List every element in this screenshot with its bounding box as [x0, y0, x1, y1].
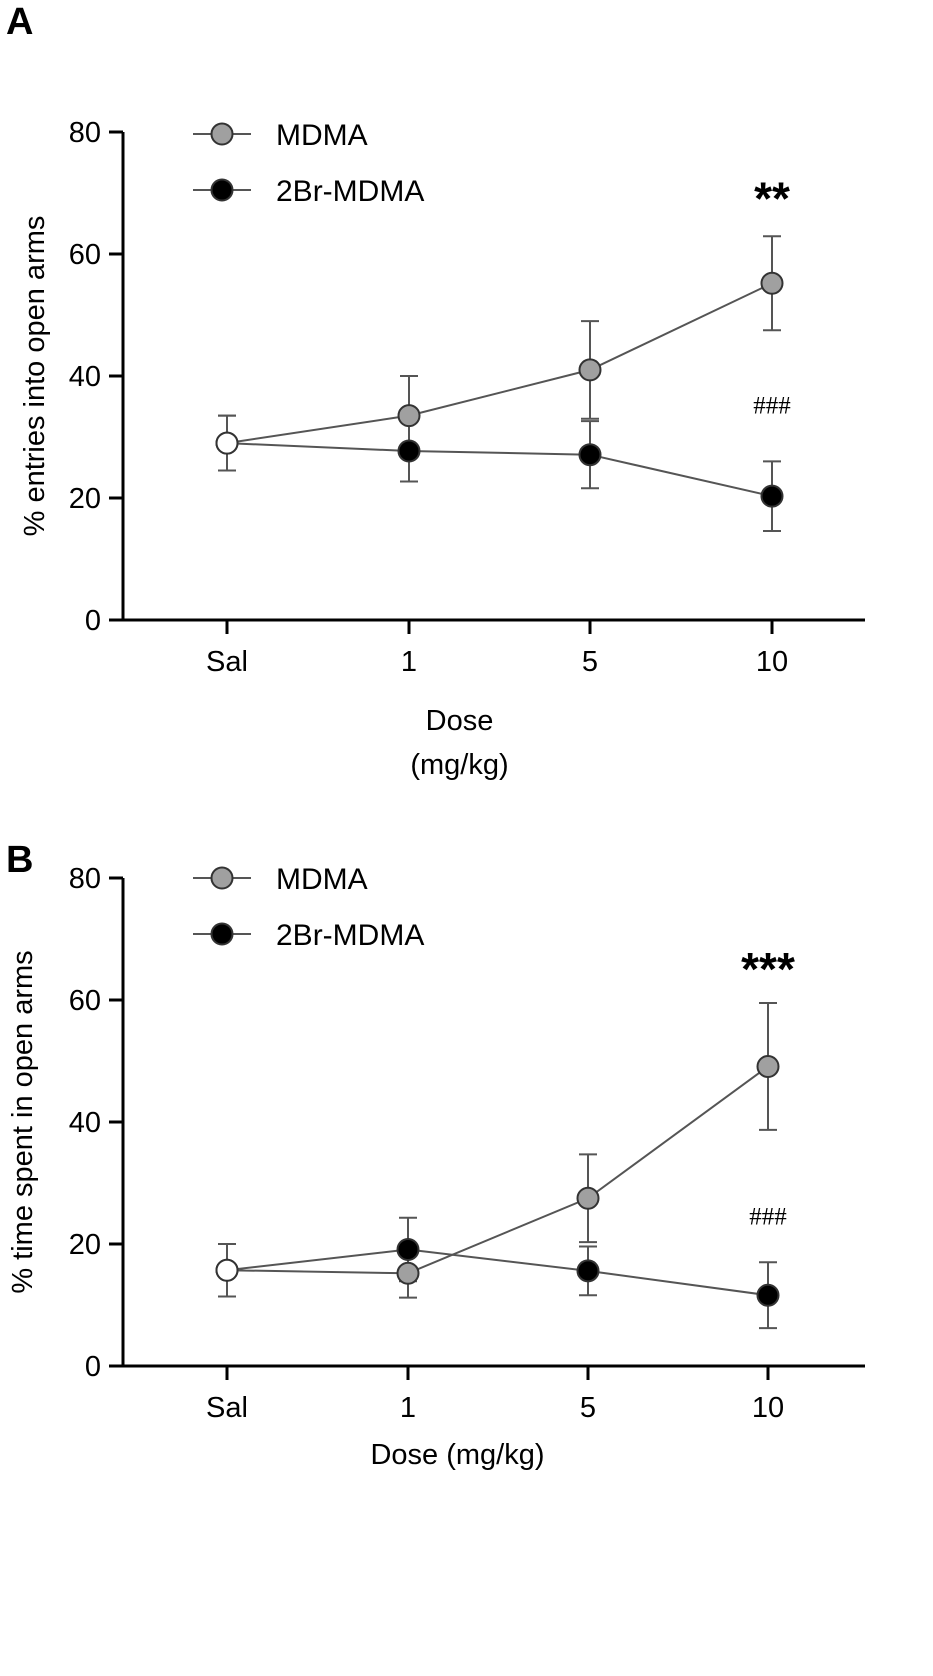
- chart-a: A 0 20 40 60 80 Sal 1 5 10 % entries into open arm…: [6, 1, 865, 781]
- significance-label: ###: [753, 392, 791, 419]
- chart-b: B 0 20 40 60 80 Sal 1 5 10 % time spent in open ar…: [6, 839, 865, 1471]
- series-line-2br-mdma: [226, 442, 773, 498]
- data-point-2br-mdma: [756, 1283, 780, 1307]
- data-point-2br-mdma: [578, 443, 602, 467]
- series-line-mdma: [226, 1065, 769, 1275]
- x-axis-title: Dose: [426, 705, 494, 737]
- y-tick-label: 20: [69, 1229, 101, 1261]
- data-point-mdma: [760, 271, 784, 295]
- significance-label: ***: [741, 943, 795, 995]
- data-point-2br-mdma: [396, 1237, 420, 1261]
- significance-label: ###: [749, 1203, 787, 1230]
- panel-a: A 0 20 40 60 80 Sal 1 5 10 % entries into open arm…: [6, 1, 865, 781]
- y-tick-label: 0: [85, 605, 101, 637]
- significance-label: **: [754, 172, 790, 224]
- data-point-mdma: [578, 358, 602, 382]
- y-tick-label: 20: [69, 483, 101, 515]
- x-tick-label: 1: [401, 646, 417, 678]
- legend-marker-mdma: [210, 122, 234, 146]
- data-point-mdma: [576, 1186, 600, 1210]
- x-tick-label: Sal: [206, 1392, 248, 1424]
- x-axis-title: Dose (mg/kg): [370, 1439, 544, 1471]
- data-point-2br-mdma: [215, 431, 239, 455]
- y-tick-label: 80: [69, 863, 101, 895]
- data-point-2br-mdma: [576, 1259, 600, 1283]
- series-line-mdma: [226, 282, 773, 445]
- data-point-mdma: [396, 1261, 420, 1285]
- panel-b: B 0 20 40 60 80 Sal 1 5 10 % time spent in open ar…: [0, 838, 933, 1676]
- y-tick-label: 60: [69, 239, 101, 271]
- legend-label: MDMA: [276, 863, 368, 896]
- data-point-mdma: [756, 1054, 780, 1078]
- panel-label: B: [6, 839, 33, 881]
- y-tick-label: 40: [69, 361, 101, 393]
- x-tick-label: 1: [400, 1392, 416, 1424]
- legend-marker-2br-mdma: [210, 178, 234, 202]
- legend-label: MDMA: [276, 119, 368, 152]
- x-tick-label: 10: [756, 646, 788, 678]
- y-tick-label: 40: [69, 1107, 101, 1139]
- data-point-mdma: [397, 404, 421, 428]
- panel-label: A: [6, 1, 33, 43]
- x-tick-label: Sal: [206, 646, 248, 678]
- x-tick-label: 5: [580, 1392, 596, 1424]
- legend-label: 2Br-MDMA: [276, 919, 424, 952]
- data-point-2br-mdma: [397, 439, 421, 463]
- series-line-2br-mdma: [226, 1248, 769, 1297]
- data-point-2br-mdma: [760, 484, 784, 508]
- y-axis-title: % entries into open arms: [19, 216, 51, 537]
- y-tick-label: 80: [69, 117, 101, 149]
- legend-marker-2br-mdma: [210, 922, 234, 946]
- x-axis-title: (mg/kg): [410, 749, 508, 781]
- y-tick-label: 60: [69, 985, 101, 1017]
- y-axis-title: % time spent in open arms: [7, 950, 39, 1293]
- x-tick-label: 5: [582, 646, 598, 678]
- data-point-2br-mdma: [215, 1258, 239, 1282]
- legend-label: 2Br-MDMA: [276, 175, 424, 208]
- legend-marker-mdma: [210, 866, 234, 890]
- x-tick-label: 10: [752, 1392, 784, 1424]
- y-tick-label: 0: [85, 1351, 101, 1383]
